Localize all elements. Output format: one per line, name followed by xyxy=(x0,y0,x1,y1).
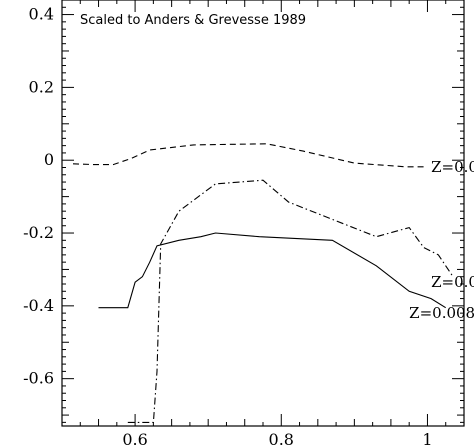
y-tick-label: -0.6 xyxy=(23,369,54,388)
y-tick-label: -0.4 xyxy=(23,296,54,315)
series-label: Z=0.008 xyxy=(409,304,474,322)
y-tick-label: -0.2 xyxy=(23,223,54,242)
y-tick-label: 0 xyxy=(44,150,54,169)
series-layer xyxy=(72,143,454,423)
x-tick-label: 0.6 xyxy=(122,430,147,447)
x-tick-label: 0.8 xyxy=(269,430,294,447)
plot-frame xyxy=(61,0,465,427)
x-tick-label: 1 xyxy=(422,430,432,447)
axis-tick-labels: 0.6 0.8 1 0.4 0.2 0 -0.2 -0.4 -0.6 xyxy=(23,5,432,447)
series-line-z-0-019 xyxy=(72,143,428,168)
y-tick-label: 0.2 xyxy=(29,77,54,96)
chart-annotation: Scaled to Anders & Grevesse 1989 xyxy=(80,13,306,28)
series-label: Z=0.019 xyxy=(431,158,474,176)
series-line-z-0-008 xyxy=(98,232,446,309)
y-tick-label: 0.4 xyxy=(29,5,54,24)
series-label: Z=0.004 xyxy=(431,273,474,291)
series-labels: Z=0.019 Z=0.004 Z=0.008 xyxy=(409,158,474,322)
series-line-z-0-004 xyxy=(127,179,454,423)
axis-ticks xyxy=(61,0,465,426)
